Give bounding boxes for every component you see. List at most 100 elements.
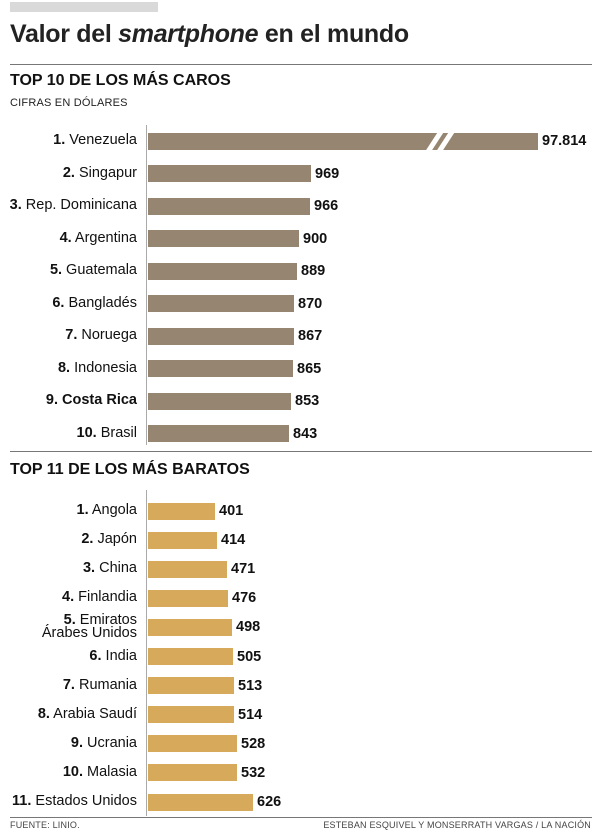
bar-value: 889 [301, 263, 326, 279]
bar-rank: 1. [53, 132, 66, 148]
bar-rank: 10. [76, 424, 97, 441]
bar [148, 677, 234, 695]
bar-label: 4. Finlandia [62, 589, 137, 606]
bar-rank: 2. [62, 164, 75, 181]
bar-label: 6. India [89, 647, 137, 664]
bar-rank: 6. [52, 294, 65, 311]
bar [148, 502, 215, 520]
bar-value: 505 [237, 648, 262, 665]
bar-label: 1. Angola [76, 502, 137, 518]
bar-category: Arabia Saudí [49, 705, 137, 722]
section-divider [10, 451, 592, 452]
bar [148, 648, 233, 665]
section-title-expensive: TOP 10 DE LOS MÁS CAROS [10, 72, 231, 89]
bar-category: Guatemala [62, 262, 137, 278]
bar-category: Japón [93, 531, 137, 548]
bar-value: 966 [314, 198, 339, 214]
bar [148, 560, 227, 578]
bar [148, 764, 237, 782]
bar-value: 532 [241, 764, 266, 781]
bar-label: 3. China [82, 560, 137, 577]
bar-value: 843 [293, 425, 318, 442]
bar-rank: 4. [59, 229, 72, 246]
bar-value: 853 [295, 393, 320, 409]
bar-category: Argentina [71, 229, 137, 246]
bar-label: 7. Rumania [62, 676, 137, 693]
bar [148, 197, 310, 215]
bar [148, 360, 293, 377]
bar [148, 327, 294, 345]
bar-label: 5. Guatemala [50, 262, 137, 278]
bar [148, 793, 253, 811]
bar-category: Angola [88, 502, 137, 518]
bar-label: 3. Rep. Dominicana [9, 197, 137, 213]
bar [148, 262, 297, 280]
bar-category: Bangladés [64, 294, 137, 311]
bar-label: 9. Costa Rica [45, 392, 137, 408]
title-emphasis: smartphone [118, 20, 259, 48]
section-divider [10, 64, 592, 65]
bar-value: 867 [298, 328, 323, 344]
bar-rank: 8. [37, 705, 50, 722]
bar [148, 589, 228, 607]
bar-rank: 1. [76, 502, 89, 518]
bar-label: 1. Venezuela [53, 132, 137, 148]
bar-category-line2: Árabes Unidos [41, 625, 137, 642]
bar [148, 735, 237, 753]
bar-label: 10. Brasil [76, 424, 137, 441]
bar-value: 969 [315, 165, 340, 182]
bar-value: 626 [257, 794, 282, 810]
bar-rank: 7. [62, 676, 75, 693]
bar-label: 8. Indonesia [57, 359, 137, 376]
bar-rank: 9. [70, 734, 83, 751]
bar-category: Finlandia [74, 589, 137, 606]
bar-value: 498 [236, 619, 261, 636]
bar [148, 531, 217, 549]
bar-category: Indonesia [70, 359, 137, 376]
bar-value: 414 [221, 532, 246, 549]
bar-value: 528 [241, 735, 266, 752]
bar [148, 165, 311, 182]
bar-rank: 3. [9, 197, 22, 213]
bar [148, 392, 291, 410]
bar-label: 5. Emiratos Árabes Unidos [41, 612, 137, 642]
bar [148, 425, 289, 442]
bar-label: 9. Ucrania [70, 734, 137, 751]
bar [148, 706, 234, 724]
section-title-cheap: TOP 11 DE LOS MÁS BARATOS [10, 461, 250, 478]
bar-label: 10. Malasia [62, 763, 137, 780]
bar-category: Costa Rica [58, 392, 137, 408]
bar-category: Ucrania [83, 734, 137, 751]
bar-rank: 10. [62, 763, 83, 780]
bar-category: India [101, 647, 137, 664]
bar-category: Emiratos [75, 612, 137, 629]
footer-credit: ESTEBAN ESQUIVEL Y MONSERRATH VARGAS / L… [323, 820, 591, 830]
bar-value: 471 [231, 561, 256, 578]
header-accent-bar [10, 2, 158, 12]
bar [148, 295, 294, 312]
bar-label: 2. Japón [81, 531, 137, 548]
bar-value: 865 [297, 360, 322, 377]
bar-category: Rep. Dominicana [21, 197, 137, 213]
bar [148, 230, 299, 247]
bar-category: Noruega [77, 327, 137, 343]
bar-label: 11. Estados Unidos [12, 793, 137, 809]
bar [148, 132, 538, 150]
bar-rank: 9. [45, 392, 59, 408]
bar-category: Estados Unidos [31, 793, 137, 809]
bar-label: 2. Singapur [62, 164, 137, 181]
bar-value: 870 [298, 295, 323, 312]
bar-value: 514 [238, 706, 263, 723]
bar-category: Malasia [83, 763, 137, 780]
bar-rank: 4. [62, 589, 75, 606]
bar-value: 900 [303, 230, 328, 247]
bar-rank: 3. [82, 560, 96, 577]
bar-rank: 6. [89, 647, 102, 664]
bar-value: 476 [232, 590, 257, 607]
axis-line-cheap [146, 490, 147, 816]
bar-label: 8. Arabia Saudí [37, 705, 137, 722]
bar-rank: 8. [57, 359, 71, 376]
bar-value: 97.814 [542, 133, 587, 149]
page-title: Valor del smartphone en el mundo [10, 20, 409, 48]
bar-value: 513 [238, 677, 263, 694]
